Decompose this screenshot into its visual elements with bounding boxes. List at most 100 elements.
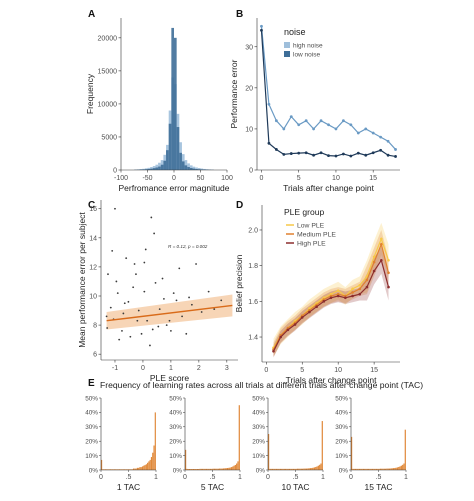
panel-b-data-point (312, 127, 316, 131)
panel-d-data-point (380, 242, 383, 246)
panel-c-scatter-point (116, 292, 119, 294)
panel-d-data-point (372, 255, 376, 259)
panel-e-histogram-bar (229, 467, 231, 470)
panel-e-histogram-bar (135, 468, 137, 470)
panel-letter-b: B (236, 9, 243, 20)
panel-a-histogram-bar (152, 168, 156, 170)
panel-b-y-tick-label: 20 (245, 85, 253, 92)
panel-e-histogram-bar (130, 469, 132, 470)
panel-a-histogram-bar (197, 169, 201, 170)
panel-a-histogram-bar (189, 165, 193, 170)
panel-e-histograms: Frequency of learning rates across all t… (85, 380, 423, 492)
panel-e-histogram-bar (225, 468, 227, 470)
panel-e-histogram-bar (366, 468, 368, 470)
panel-b-legend-label: low noise (293, 52, 320, 59)
panel-d-data-point (336, 292, 340, 296)
panel-e-histogram-bar (233, 465, 235, 470)
panel-e-histogram-bar (320, 463, 322, 470)
panel-b-data-point (334, 154, 338, 158)
panel-b-data-point (341, 119, 345, 123)
panel-e-histogram-bar (196, 468, 198, 470)
panel-e-histogram-bar (122, 469, 124, 470)
panel-e-x-tick-label: 0 (266, 474, 270, 481)
panel-c-scatter-point (105, 315, 108, 318)
panel-e-histogram-bar (300, 468, 302, 470)
panel-a-histogram-bar (142, 168, 145, 170)
panel-b-data-point (312, 153, 316, 157)
panel-d-data-point (344, 294, 347, 298)
panel-b-x-tick-label: 0 (260, 175, 264, 182)
panel-e-histogram-bar (394, 467, 396, 470)
panel-b-data-point (356, 131, 360, 135)
panel-e-histogram-bar (369, 468, 371, 470)
panel-e-histogram-bar (208, 468, 210, 470)
panel-e-histogram-bar (398, 466, 400, 470)
panel-c-scatter-point (172, 292, 175, 294)
panel-b-series-line (260, 30, 396, 158)
panel-e-histogram-bar (315, 466, 317, 470)
panel-e-histogram-bar (287, 468, 289, 470)
panel-e-histogram-bar (185, 449, 187, 470)
panel-e-histogram-bar (374, 468, 376, 470)
panel-e-histogram-bar (279, 468, 281, 470)
panel-b-data-point (274, 119, 278, 123)
panel-e-histogram-bar (236, 463, 238, 470)
panel-e-subplot-label: 5 TAC (201, 482, 224, 492)
panel-e-x-tick-label: 0 (99, 474, 103, 481)
panel-e-histogram-bar (106, 469, 108, 470)
panel-c-scatter-point (178, 267, 181, 270)
panel-e-histogram-bar (232, 466, 234, 470)
panel-e-histogram-bar (187, 468, 189, 470)
panel-d-legend-label: Medium PLE (297, 232, 336, 239)
panel-a-histogram-bar (155, 167, 159, 170)
panel-a-histogram-bar (150, 168, 153, 170)
panel-e-histogram-bar (373, 468, 375, 470)
panel-e-histogram-bar (154, 412, 156, 470)
panel-e-histogram-bar (295, 468, 297, 470)
panel-e-histogram-bar (277, 468, 279, 470)
panel-a-histogram-bar (205, 169, 209, 170)
panel-e-histogram-bar (216, 468, 218, 470)
panel-e-histogram-bar (283, 468, 285, 470)
panel-a-histogram-bar (192, 166, 196, 170)
panel-d-data-point (365, 285, 369, 289)
panel-b-data-point (297, 123, 301, 127)
panel-e-histogram-bar (386, 468, 388, 470)
panel-b-data-point (289, 115, 293, 118)
panel-e-histogram-bar (299, 468, 301, 470)
panel-b-data-point (267, 102, 271, 106)
panel-d-data-point (358, 287, 362, 291)
panel-e-histogram-bar (147, 462, 149, 470)
panel-e-histogram-bar (375, 468, 378, 470)
panel-e-histogram-bar (358, 468, 361, 470)
panel-e-histogram-bar (360, 468, 362, 470)
panel-e-x-tick-label: .5 (210, 474, 216, 481)
panel-a-histogram-bar (155, 164, 159, 170)
panel-d-y-tick-label: 2.0 (248, 227, 258, 234)
panel-a-histogram-bar (163, 160, 167, 170)
panel-d-data-point (308, 310, 311, 314)
panel-b-data-point (379, 135, 383, 139)
panel-b-data-point (327, 154, 330, 158)
panel-b-legend-swatch (284, 42, 290, 48)
panel-e-histogram-bar (282, 468, 284, 470)
panel-e-y-tick-label: 50% (169, 395, 182, 402)
panel-e-histogram-bar (313, 467, 316, 470)
panel-b-data-point (394, 148, 397, 151)
panel-b-data-point (364, 153, 368, 157)
panel-a-histogram-bar (168, 123, 172, 170)
panel-e-y-tick-label: 40% (85, 410, 98, 417)
panel-b-data-point (341, 152, 345, 156)
panel-e-histogram-bar (400, 465, 402, 470)
panel-d-x-axis-title: Trials after change point (286, 375, 378, 385)
panel-c-x-tick-label: 0 (141, 365, 145, 372)
panel-e-histogram-bar (132, 468, 135, 470)
panel-e-histogram-bar (270, 468, 272, 470)
panel-d-y-axis-title: Belief precision (234, 254, 244, 312)
panel-d-x-tick-label: 0 (264, 367, 268, 374)
panel-e-histogram-bar (234, 464, 236, 470)
panel-e-histogram-bar (194, 468, 196, 470)
panel-d-data-point (365, 278, 369, 282)
panel-c-scatter-point (127, 300, 130, 303)
panel-a-x-tick-label: -50 (142, 175, 152, 182)
